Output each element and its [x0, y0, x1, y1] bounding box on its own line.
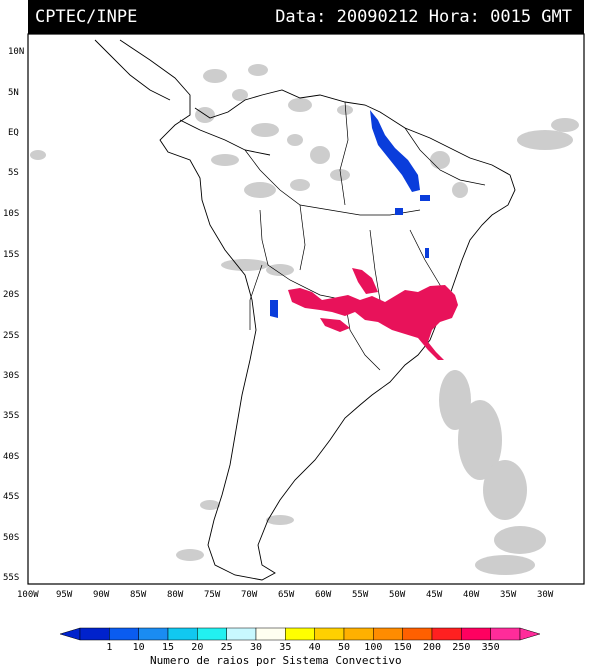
colorbar-segment	[138, 627, 169, 641]
colorbar-tick-label: 30	[250, 642, 262, 653]
lon-label: 95W	[56, 590, 73, 600]
colorbar-segment	[197, 627, 227, 641]
lat-label: 55S	[3, 573, 19, 583]
colorbar-tick-label: 35	[279, 642, 291, 653]
map-header: CPTEC/INPE Data: 20090212 Hora: 0015 GMT	[28, 0, 584, 34]
colorbar-segment	[490, 627, 521, 641]
colorbar-segment	[373, 627, 403, 641]
colorbar-segment	[79, 627, 110, 641]
colorbar-tick-label: 100	[364, 642, 382, 653]
colorbar: 1 10 15 20 25 30 35 40 50 100 150 200 250 350	[59, 627, 541, 653]
colorbar-tick-label: 250	[452, 642, 470, 653]
coastlines	[94, 39, 516, 581]
colorbar-segment	[255, 627, 286, 641]
colorbar-segment	[285, 627, 315, 641]
lat-label: 30S	[3, 371, 19, 381]
colorbar-title: Numero de raios por Sistema Convectivo	[150, 654, 402, 667]
lon-label: 65W	[278, 590, 295, 600]
source-label: CPTEC/INPE	[35, 7, 138, 27]
colorbar-segment	[431, 627, 462, 641]
lon-label: 45W	[426, 590, 443, 600]
cloud-cover	[30, 64, 579, 575]
lon-label: 90W	[93, 590, 110, 600]
lat-label: 5N	[8, 88, 19, 98]
colorbar-segment	[402, 627, 433, 641]
colorbar-tick-label: 150	[394, 642, 412, 653]
lon-label: 100W	[17, 590, 39, 600]
colorbar-tick-label: 200	[423, 642, 441, 653]
latitude-labels: 10N 5N EQ 5S 10S 15S 20S 25S 30S 35S 40S…	[3, 47, 24, 583]
lat-label: EQ	[8, 128, 19, 138]
lon-label: 40W	[463, 590, 480, 600]
colorbar-arrow-left	[59, 627, 81, 641]
lat-label: 15S	[3, 250, 19, 260]
colorbar-segment	[109, 627, 139, 641]
colorbar-tick-label: 50	[338, 642, 350, 653]
colorbar-tick-label: 350	[482, 642, 500, 653]
colorbar-segment	[167, 627, 198, 641]
colorbar-tick-label: 25	[221, 642, 233, 653]
lat-label: 50S	[3, 533, 19, 543]
lat-label: 10N	[8, 47, 24, 57]
lat-label: 25S	[3, 331, 19, 341]
colorbar-segment	[226, 627, 257, 641]
lat-label: 45S	[3, 492, 19, 502]
lon-label: 30W	[537, 590, 554, 600]
lightning-cells-pink	[288, 268, 458, 360]
colorbar-segment	[343, 627, 374, 641]
lat-label: 20S	[3, 290, 19, 300]
lon-label: 35W	[500, 590, 517, 600]
colorbar-segment	[461, 627, 491, 641]
lon-label: 55W	[352, 590, 369, 600]
lat-label: 10S	[3, 209, 19, 219]
colorbar-tick-label: 10	[133, 642, 145, 653]
colorbar-tick-label: 20	[191, 642, 203, 653]
lon-label: 70W	[241, 590, 258, 600]
lon-label: 80W	[167, 590, 184, 600]
colorbar-arrow-right	[519, 627, 541, 641]
lat-label: 5S	[8, 168, 19, 178]
lon-label: 60W	[315, 590, 332, 600]
colorbar-tick-label: 1	[106, 642, 112, 653]
lon-label: 75W	[204, 590, 221, 600]
colorbar-tick-label: 15	[162, 642, 174, 653]
lightning-cells-blue	[270, 110, 430, 318]
datetime-label: Data: 20090212 Hora: 0015 GMT	[275, 7, 572, 27]
longitude-labels: 100W 95W 90W 85W 80W 75W 70W 65W 60W 55W…	[17, 590, 554, 600]
lon-label: 85W	[130, 590, 147, 600]
lon-label: 50W	[389, 590, 406, 600]
lat-label: 35S	[3, 411, 19, 421]
colorbar-segment	[314, 627, 345, 641]
lat-label: 40S	[3, 452, 19, 462]
colorbar-tick-label: 40	[309, 642, 321, 653]
